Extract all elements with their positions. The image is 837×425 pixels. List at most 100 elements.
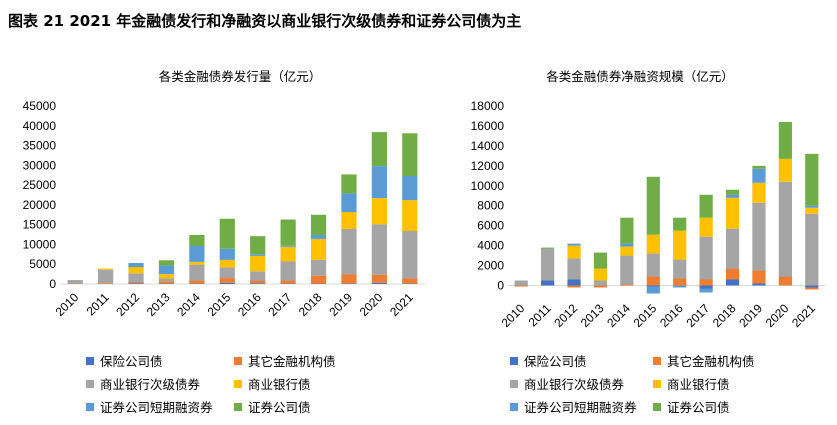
- legend-swatch: [510, 402, 518, 411]
- left-bar-2013-s5: [158, 260, 175, 266]
- legend-label: 商业银行债: [248, 377, 311, 392]
- left-bar-2021-s5: [402, 133, 418, 177]
- legend-swatch: [86, 379, 94, 388]
- right-bar-2012-s4: [567, 243, 581, 246]
- right-bar-2012-s2: [567, 258, 581, 280]
- left-bar-2013-s2: [158, 278, 175, 282]
- right-y-tick-label: 2000: [477, 259, 504, 273]
- left-bar-2011-s3: [98, 268, 114, 270]
- legend-label: 其它金融机构债: [667, 354, 755, 369]
- legend-label: 证券公司债: [667, 400, 730, 415]
- left-bar-2017-s4: [280, 245, 296, 247]
- left-bar-2021-s2: [402, 230, 418, 279]
- right-y-tick-label: 16000: [471, 119, 505, 133]
- right-bar-2021-s1: [805, 287, 819, 290]
- right-y-tick-label: 14000: [471, 139, 505, 153]
- right-x-tick-label: 2021: [789, 301, 818, 330]
- left-bar-2019-s4: [341, 193, 357, 213]
- left-bar-2016-s3: [250, 255, 266, 272]
- right-bar-2021-s4: [805, 205, 819, 208]
- left-chart-title: 各类金融债券发行量（亿元）: [158, 69, 322, 84]
- left-y-tick-label: 25000: [23, 178, 57, 192]
- right-legend-item-1: 其它金融机构债: [653, 351, 755, 370]
- right-bar-2013-s5: [593, 252, 608, 269]
- legend-label: 证券公司短期融资券: [100, 400, 213, 415]
- left-bar-2020-s3: [371, 198, 387, 225]
- right-bar-2017-s5: [699, 194, 713, 218]
- right-x-tick-label: 2016: [657, 301, 686, 330]
- right-y-tick-label: 0: [497, 279, 504, 293]
- left-y-tick-label: 45000: [23, 99, 57, 113]
- left-bar-2016-s1: [250, 280, 266, 284]
- left-bar-2016-s2: [250, 271, 266, 281]
- right-bar-2014-s5: [620, 217, 634, 244]
- left-bar-2018-s5: [310, 214, 327, 235]
- right-x-tick-label: 2013: [578, 301, 607, 330]
- right-bar-2015-s4: [646, 286, 660, 294]
- left-x-tick-label: 2019: [326, 290, 355, 319]
- right-bar-2016-s5: [673, 217, 687, 231]
- right-x-tick-label: 2019: [736, 301, 765, 330]
- left-bar-2019-s1: [341, 274, 357, 284]
- legend-label: 保险公司债: [524, 354, 587, 369]
- left-bar-2014-s2: [189, 264, 205, 281]
- left-legend-item-4: 证券公司短期融资券: [86, 397, 213, 416]
- right-bar-2016-s1: [673, 278, 687, 286]
- left-bar-2021-s3: [402, 200, 418, 231]
- left-bar-2012-s3: [128, 266, 144, 274]
- right-bar-2018-s2: [725, 228, 740, 269]
- left-bar-2020-s1: [371, 274, 387, 283]
- right-bar-2012-s3: [567, 245, 581, 259]
- left-bar-2015-s1: [219, 278, 235, 283]
- legend-swatch: [653, 402, 661, 411]
- right-legend-item-0: 保险公司债: [510, 351, 587, 370]
- right-bar-2019-s2: [752, 202, 766, 271]
- left-bar-2018-s3: [310, 238, 327, 260]
- right-bar-2016-s2: [673, 259, 687, 279]
- right-bar-2014-s4: [620, 243, 634, 247]
- right-bar-2016-s4: [673, 285, 687, 288]
- legend-label: 证券公司债: [248, 400, 311, 415]
- left-x-tick-label: 2015: [205, 290, 234, 319]
- legend-swatch: [653, 379, 661, 388]
- left-bar-2015-s5: [219, 218, 235, 249]
- right-bar-2012-s0: [567, 279, 581, 286]
- left-bar-2012-s4: [128, 263, 144, 267]
- left-bar-2021-s4: [402, 176, 418, 201]
- right-x-tick-label: 2020: [763, 301, 792, 330]
- right-bar-2017-s3: [699, 217, 713, 237]
- right-bar-2019-s4: [752, 168, 766, 183]
- left-y-tick-label: 10000: [23, 237, 57, 251]
- right-bar-2011-s5: [541, 247, 555, 249]
- left-y-tick-label: 5000: [29, 257, 56, 271]
- legend-label: 证券公司短期融资券: [524, 400, 637, 415]
- left-bar-2019-s5: [341, 174, 357, 194]
- right-bar-2017-s4: [699, 288, 713, 293]
- right-bar-2019-s0: [752, 283, 766, 286]
- right-bar-2019-s5: [752, 165, 766, 169]
- right-x-tick-label: 2018: [710, 301, 739, 330]
- legend-label: 商业银行债: [667, 377, 730, 392]
- left-bar-2013-s1: [158, 281, 175, 284]
- left-x-tick-label: 2012: [113, 290, 142, 319]
- right-bar-2019-s1: [752, 270, 766, 284]
- left-x-tick-label: 2010: [53, 290, 82, 319]
- right-bar-2013-s3: [593, 268, 608, 281]
- left-x-tick-label: 2013: [144, 290, 173, 319]
- right-legend-item-5: 证券公司债: [653, 397, 730, 416]
- right-legend-item-2: 商业银行次级债券: [510, 374, 624, 393]
- right-bar-2015-s1: [646, 276, 660, 286]
- right-bar-2013-s2: [593, 280, 608, 286]
- right-bar-2021-s3: [805, 207, 819, 214]
- right-bar-2010-s1: [514, 285, 528, 287]
- right-bar-2018-s1: [725, 268, 740, 280]
- right-bar-2010-s2: [514, 280, 528, 286]
- legend-swatch: [234, 402, 242, 411]
- left-bar-2019-s3: [341, 212, 357, 230]
- left-bar-2019-s2: [341, 229, 357, 275]
- left-bar-2016-s4: [250, 254, 266, 256]
- left-bar-2021-s1: [402, 278, 418, 284]
- left-bar-2014-s4: [189, 246, 205, 262]
- left-bar-2014-s5: [189, 234, 205, 247]
- right-chart-title: 各类金融债券净融资规模（亿元）: [546, 69, 734, 84]
